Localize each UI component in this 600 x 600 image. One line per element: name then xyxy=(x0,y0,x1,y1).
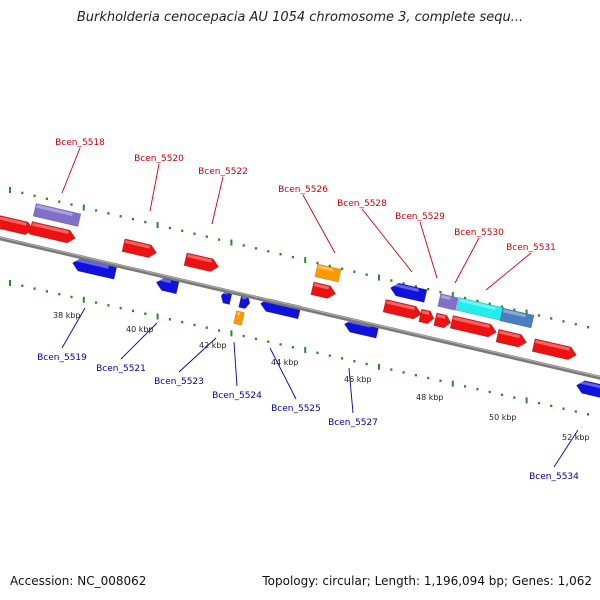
gene-feature[interactable] xyxy=(532,339,578,362)
leader-line xyxy=(212,177,223,224)
gene-track xyxy=(0,203,600,398)
gene-label[interactable]: Bcen_5523 xyxy=(154,377,204,387)
gene-label[interactable]: Bcen_5519 xyxy=(37,353,87,363)
scale-label: 44 kbp xyxy=(271,358,299,367)
gene-label[interactable]: Bcen_5530 xyxy=(454,228,504,238)
topology-text: Topology: circular; Length: 1,196,094 bp… xyxy=(262,574,592,588)
gene-feature[interactable] xyxy=(184,253,220,273)
leader-line xyxy=(234,342,237,386)
scale-labels: 38 kbp 40 kbp 42 kbp 44 kbp 46 kbp 48 kbp 50 k… xyxy=(53,311,590,442)
leader-line xyxy=(455,238,479,283)
scale-label: 50 kbp xyxy=(489,413,517,422)
scale-label: 52 kbp xyxy=(562,433,590,442)
gene-label[interactable]: Bcen_5526 xyxy=(278,185,328,195)
scale-label: 38 kbp xyxy=(53,311,81,320)
gene-feature[interactable] xyxy=(389,282,427,303)
gene-feature[interactable] xyxy=(575,379,600,399)
gene-label[interactable]: Bcen_5525 xyxy=(271,404,321,414)
gene-feature[interactable] xyxy=(438,294,458,311)
gene-label[interactable]: Bcen_5520 xyxy=(134,154,184,164)
gene-feature[interactable] xyxy=(500,308,534,328)
gene-label[interactable]: Bcen_5529 xyxy=(395,212,445,222)
scale-label: 48 kbp xyxy=(416,393,444,402)
scale-label: 40 kbp xyxy=(126,325,154,334)
accession-text: Accession: NC_008062 xyxy=(10,574,146,588)
gene-feature[interactable] xyxy=(315,264,341,282)
gene-label[interactable]: Bcen_5534 xyxy=(529,472,579,482)
gene-feature[interactable] xyxy=(496,329,528,348)
gene-feature[interactable] xyxy=(419,309,436,325)
gene-label[interactable]: Bcen_5518 xyxy=(55,138,105,148)
gene-feature[interactable] xyxy=(456,297,504,320)
scale-label: 42 kbp xyxy=(199,341,227,350)
gene-label[interactable]: Bcen_5528 xyxy=(337,199,387,209)
gene-label[interactable]: Bcen_5527 xyxy=(328,418,378,428)
scale-label: 46 kbp xyxy=(344,375,372,384)
lower-tick-track xyxy=(10,280,588,415)
leader-line xyxy=(62,148,80,193)
chromosome-backbone xyxy=(0,236,600,380)
gene-label[interactable]: Bcen_5524 xyxy=(212,391,262,401)
gene-feature[interactable] xyxy=(122,239,158,259)
gene-feature[interactable] xyxy=(450,315,498,338)
leader-line xyxy=(150,164,159,211)
gene-feature[interactable] xyxy=(234,311,245,325)
gene-feature[interactable] xyxy=(434,313,453,329)
leader-line xyxy=(486,253,531,290)
gene-label[interactable]: Bcen_5521 xyxy=(96,364,146,374)
gene-label[interactable]: Bcen_5522 xyxy=(198,167,248,177)
gene-feature[interactable] xyxy=(311,282,337,300)
gene-label[interactable]: Bcen_5531 xyxy=(506,243,556,253)
gene-feature[interactable] xyxy=(383,299,423,320)
leader-line xyxy=(420,222,437,278)
leader-line xyxy=(270,348,296,399)
leader-line xyxy=(303,195,335,253)
